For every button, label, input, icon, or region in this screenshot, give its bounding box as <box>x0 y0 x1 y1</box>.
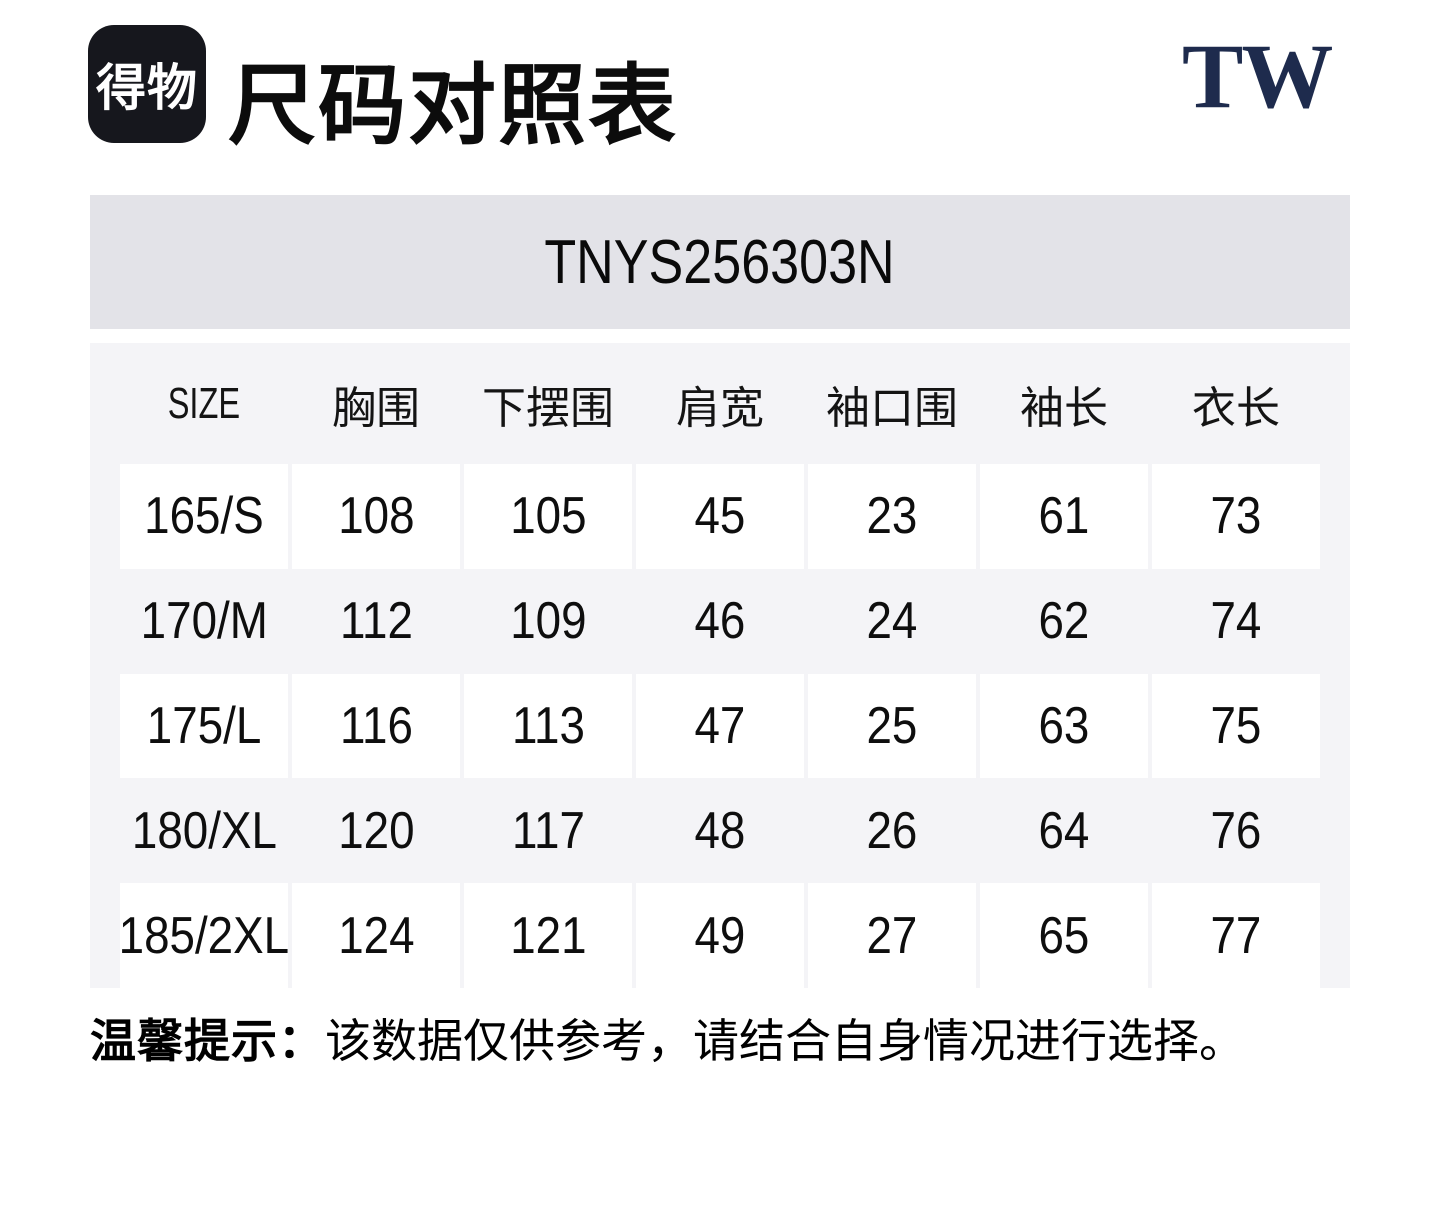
table-cell: 26 <box>866 801 918 860</box>
header-cell-hem: 下摆围 <box>482 383 614 433</box>
table-cell: 74 <box>1210 592 1262 651</box>
table-cell: 23 <box>808 464 976 569</box>
table-cell: 113 <box>464 673 632 779</box>
table-cell: 165/S <box>120 464 288 569</box>
header-cell-size: SIZE <box>167 378 241 428</box>
table-cell: 109 <box>509 592 587 651</box>
table-cell: 47 <box>636 673 804 779</box>
table-cell: 64 <box>1038 801 1090 860</box>
header-cell-cuff: 袖口围 <box>826 383 958 433</box>
disclaimer-text: 该数据仅供参考，请结合自身情况进行选择。 <box>325 1015 1245 1067</box>
table-cell: 25 <box>808 673 976 779</box>
table-cell: 62 <box>1038 592 1090 651</box>
table-cell: 108 <box>292 464 460 569</box>
disclaimer-note: 温馨提示：该数据仅供参考，请结合自身情况进行选择。 <box>90 1014 1390 1068</box>
table-cell: 170/M <box>140 592 268 651</box>
table-cell: 116 <box>292 673 460 779</box>
table-cell: 76 <box>1210 801 1262 860</box>
table-cell: 112 <box>339 592 413 651</box>
table-cell: 46 <box>694 592 746 651</box>
table-cell: 48 <box>694 801 746 860</box>
table-cell: 24 <box>866 592 918 651</box>
product-code-banner: TNYS256303N <box>90 195 1350 329</box>
table-cell: 63 <box>980 673 1148 779</box>
table-cell: 45 <box>636 464 804 569</box>
dewu-logo-text: 得物 <box>96 60 198 116</box>
table-cell: 185/2XL <box>119 883 289 988</box>
dewu-logo: 得物 <box>88 25 206 143</box>
disclaimer-label: 温馨提示： <box>90 1015 325 1067</box>
table-cell: 180/XL <box>131 801 277 860</box>
header-cell-length: 衣长 <box>1192 383 1280 433</box>
table-cell: 73 <box>1152 464 1320 569</box>
table-cell: 49 <box>636 883 804 988</box>
table-cell: 27 <box>808 883 976 988</box>
product-code: TNYS256303N <box>544 227 896 297</box>
table-cell: 124 <box>292 883 460 988</box>
table-cell: 121 <box>464 883 632 988</box>
page-title: 尺码对照表 <box>228 55 679 155</box>
header-cell-shoulder: 肩宽 <box>676 383 764 433</box>
header-cell-sleeve: 袖长 <box>1020 383 1108 433</box>
table-cell: 105 <box>464 464 632 569</box>
table-cell: 175/L <box>120 673 288 779</box>
table-cell: 77 <box>1152 883 1320 988</box>
header-cell-chest: 胸围 <box>332 383 420 433</box>
size-table: SIZE 胸围 下摆围 肩宽 袖口围 袖长 衣长 165/S 108 105 4… <box>90 343 1350 988</box>
table-cell: 65 <box>980 883 1148 988</box>
brand-logo-tw: TW <box>1182 25 1333 127</box>
table-cell: 75 <box>1152 673 1320 779</box>
table-cell: 117 <box>511 801 585 860</box>
table-cell: 61 <box>980 464 1148 569</box>
table-cell: 120 <box>337 801 415 860</box>
